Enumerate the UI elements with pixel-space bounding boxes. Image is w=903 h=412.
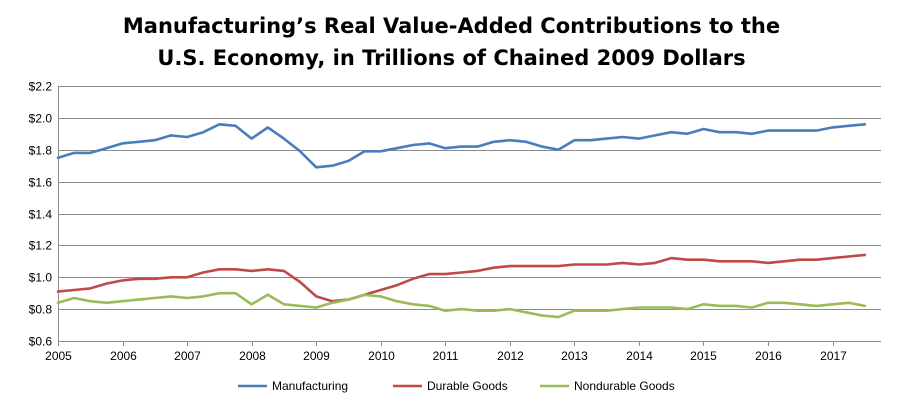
y-tick-label: $0.6	[29, 335, 53, 349]
x-tick-label: 2016	[755, 349, 782, 363]
x-tick-label: 2017	[820, 349, 847, 363]
legend: Manufacturing Durable Goods Nondurable Goo…	[238, 379, 675, 393]
y-tick-label: $1.2	[29, 239, 53, 253]
gridlines	[58, 86, 881, 310]
y-axis-ticks: $0.6 $0.8 $1.0 $1.2 $1.4 $1.6 $1.8 $2.0 $2.2	[29, 80, 53, 349]
x-tick-label: 2008	[239, 349, 266, 363]
x-tick-label: 2011	[433, 349, 459, 363]
x-axis-ticks: 2005 2006 2007 2008 2009 2010 2011 2012 2013 2014…	[45, 341, 847, 363]
y-tick-label: $1.0	[29, 271, 53, 285]
y-tick-label: $2.2	[29, 80, 53, 94]
legend-label-nondurable-goods: Nondurable Goods	[574, 379, 675, 393]
x-tick-label: 2009	[303, 349, 330, 363]
y-tick-label: $1.8	[29, 144, 53, 158]
x-tick-label: 2012	[497, 349, 524, 363]
y-tick-label: $1.4	[29, 208, 53, 222]
chart-title-line-2: U.S. Economy, in Trillions of Chained 20…	[157, 46, 746, 70]
series-line-durable-goods	[56, 253, 867, 303]
legend-label-durable-goods: Durable Goods	[427, 379, 508, 393]
series-lines	[56, 123, 867, 319]
y-tick-label: $0.8	[29, 303, 53, 317]
legend-label-manufacturing: Manufacturing	[272, 379, 348, 393]
series-line-nondurable-goods	[56, 291, 867, 319]
x-tick-label: 2005	[45, 349, 72, 363]
x-tick-label: 2007	[174, 349, 201, 363]
x-tick-label: 2010	[368, 349, 395, 363]
x-tick-label: 2015	[690, 349, 717, 363]
y-tick-label: $1.6	[29, 176, 53, 190]
axes	[58, 86, 881, 342]
x-tick-label: 2006	[110, 349, 137, 363]
chart-title: Manufacturing’s Real Value-Added Contrib…	[0, 10, 903, 74]
chart-title-line-1: Manufacturing’s Real Value-Added Contrib…	[122, 14, 781, 38]
series-line-manufacturing	[56, 123, 867, 169]
y-tick-label: $2.0	[29, 112, 53, 126]
x-tick-label: 2014	[626, 349, 653, 363]
x-tick-label: 2013	[561, 349, 588, 363]
